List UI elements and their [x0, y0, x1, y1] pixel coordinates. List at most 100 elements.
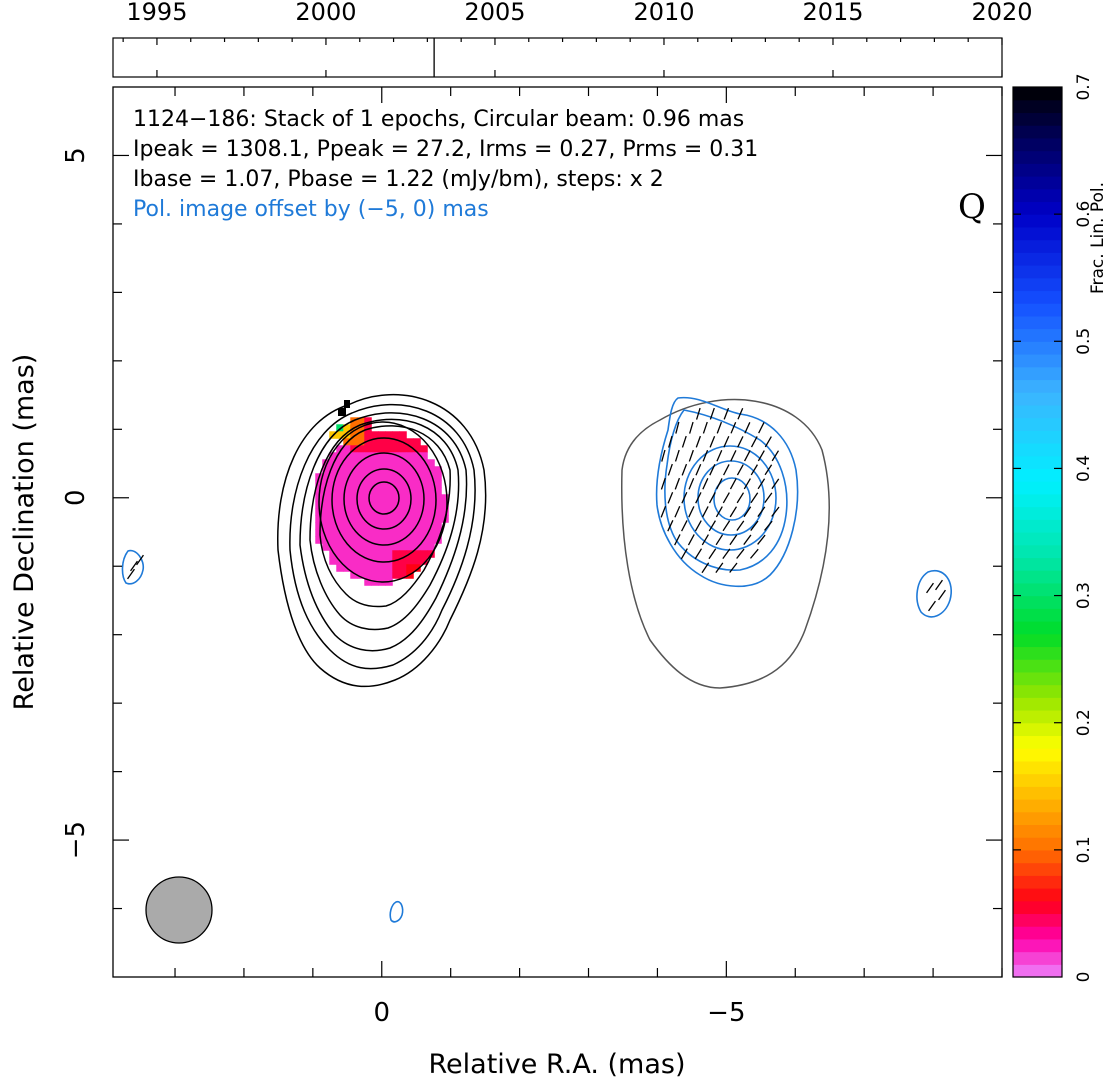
frac-pol-pixel	[413, 494, 421, 502]
frac-pol-pixel	[336, 494, 344, 502]
frac-pol-pixel	[392, 494, 400, 502]
colorbar-band	[1013, 417, 1062, 431]
frac-pol-pixel	[427, 473, 435, 481]
frac-pol-pixel	[371, 438, 379, 446]
intensity-contour	[368, 481, 400, 515]
frac-pol-pixel	[413, 438, 421, 446]
colorbar-band	[1013, 773, 1062, 787]
frac-pol-pixel	[420, 508, 428, 516]
frac-pol-pixel	[329, 543, 337, 551]
frac-pol-pixel	[413, 508, 421, 516]
frac-pol-pixel	[399, 431, 407, 439]
frac-pol-pixel	[343, 473, 351, 481]
frac-pol-pixel	[350, 466, 358, 474]
y-tick-labels: 5 0 −5	[61, 147, 91, 859]
frac-pol-pixel	[420, 459, 428, 467]
timeline-tick-label: 2020	[971, 0, 1032, 26]
timeline-tick-label: 2000	[295, 0, 356, 26]
frac-pol-pixel	[315, 536, 323, 544]
evpa-tick	[675, 421, 680, 434]
colorbar-tick-label: 0.7	[1074, 73, 1094, 100]
frac-pol-pixel	[343, 550, 351, 558]
evpa-tick	[716, 450, 723, 462]
colorbar-band	[1013, 786, 1062, 800]
frac-pol-pixel	[336, 508, 344, 516]
frac-pol-pixel	[434, 494, 442, 502]
frac-pol-pixel	[329, 536, 337, 544]
frac-pol-pixel	[364, 529, 372, 537]
frac-pol-pixel	[350, 494, 358, 502]
colorbar-band	[1013, 468, 1062, 482]
frac-pol-pixel	[434, 487, 442, 495]
colorbar-band	[1013, 748, 1062, 762]
colorbar-band	[1013, 481, 1062, 495]
frac-pol-pixel	[434, 529, 442, 537]
x-tick-label: −5	[707, 998, 745, 1028]
frac-pol-pixel	[434, 522, 442, 530]
frac-pol-pixel	[392, 466, 400, 474]
evpa-tick	[935, 579, 943, 591]
frac-pol-pixel	[371, 522, 379, 530]
evpa-tick	[136, 554, 144, 566]
evpa-tick	[702, 478, 709, 490]
timeline-strip: 1995 2000 2005 2010 2015 2020	[112, 0, 1033, 78]
frac-pol-pixel	[378, 438, 386, 446]
plot-area: 1124−186: Stack of 1 epochs, Circular be…	[9, 86, 1003, 1080]
colorbar-band	[1013, 137, 1062, 152]
evpa-tick	[723, 436, 730, 448]
colorbar-band	[1013, 214, 1062, 228]
frac-pol-pixel	[364, 431, 372, 439]
evpa-tick	[716, 478, 723, 490]
frac-pol-pixel	[420, 445, 428, 453]
frac-pol-pixel	[371, 536, 379, 544]
colorbar-band	[1013, 277, 1062, 292]
frac-pol-pixel	[336, 452, 344, 460]
y-tick-label: 5	[61, 147, 91, 164]
frac-pol-pixel	[392, 438, 400, 446]
frac-pol-pixel	[392, 445, 400, 453]
evpa-tick	[660, 505, 667, 518]
beam-circle	[145, 876, 213, 944]
evpa-tick	[722, 520, 731, 532]
evpa-tick	[736, 520, 745, 532]
frac-pol-pixel	[434, 473, 442, 481]
frac-pol-pixel	[434, 501, 442, 509]
frac-pol-pixel	[371, 480, 379, 488]
frac-pol-pixel	[336, 459, 344, 467]
frac-pol-pixel	[392, 431, 400, 439]
frac-pol-pixel	[385, 431, 393, 439]
timeline-tick-label: 1995	[126, 0, 187, 26]
evpa-tick	[771, 506, 780, 517]
colorbar-band	[1013, 519, 1062, 533]
intensity-contour	[299, 412, 468, 652]
evpa-tick	[695, 463, 702, 476]
colorbar-tick-label: 0.3	[1074, 582, 1094, 609]
frac-pol-pixel	[385, 508, 393, 516]
frac-pol-pixel	[378, 557, 386, 565]
evpa-tick	[743, 478, 751, 490]
frac-pol-pixel	[322, 494, 330, 502]
frac-pol-pixel	[322, 473, 330, 481]
frac-pol-pixel	[385, 452, 393, 460]
frac-pol-pixel	[357, 529, 365, 537]
evpa-tick	[708, 548, 717, 560]
frac-pol-pixel	[343, 480, 351, 488]
y-tick-label: 0	[61, 489, 91, 506]
colorbar-band	[1013, 125, 1062, 139]
y-axis-label: Relative Declination (mas)	[9, 354, 40, 711]
evpa-tick	[758, 422, 765, 434]
frac-pol-pixel	[364, 571, 372, 579]
frac-pol-pixel	[399, 445, 407, 453]
evpa-tick	[715, 562, 724, 574]
frac-pol-pixel	[364, 508, 372, 516]
frac-pol-pixel	[336, 480, 344, 488]
frac-pol-pixel	[406, 445, 414, 453]
evpa-tick	[681, 435, 687, 448]
evpa-tick	[687, 534, 695, 546]
colorbar-band	[1013, 633, 1062, 648]
colorbar-band	[1013, 430, 1062, 444]
frac-pol-pixel	[385, 543, 393, 551]
frac-pol-pixel	[343, 459, 351, 467]
frac-pol-pixel	[378, 431, 386, 439]
